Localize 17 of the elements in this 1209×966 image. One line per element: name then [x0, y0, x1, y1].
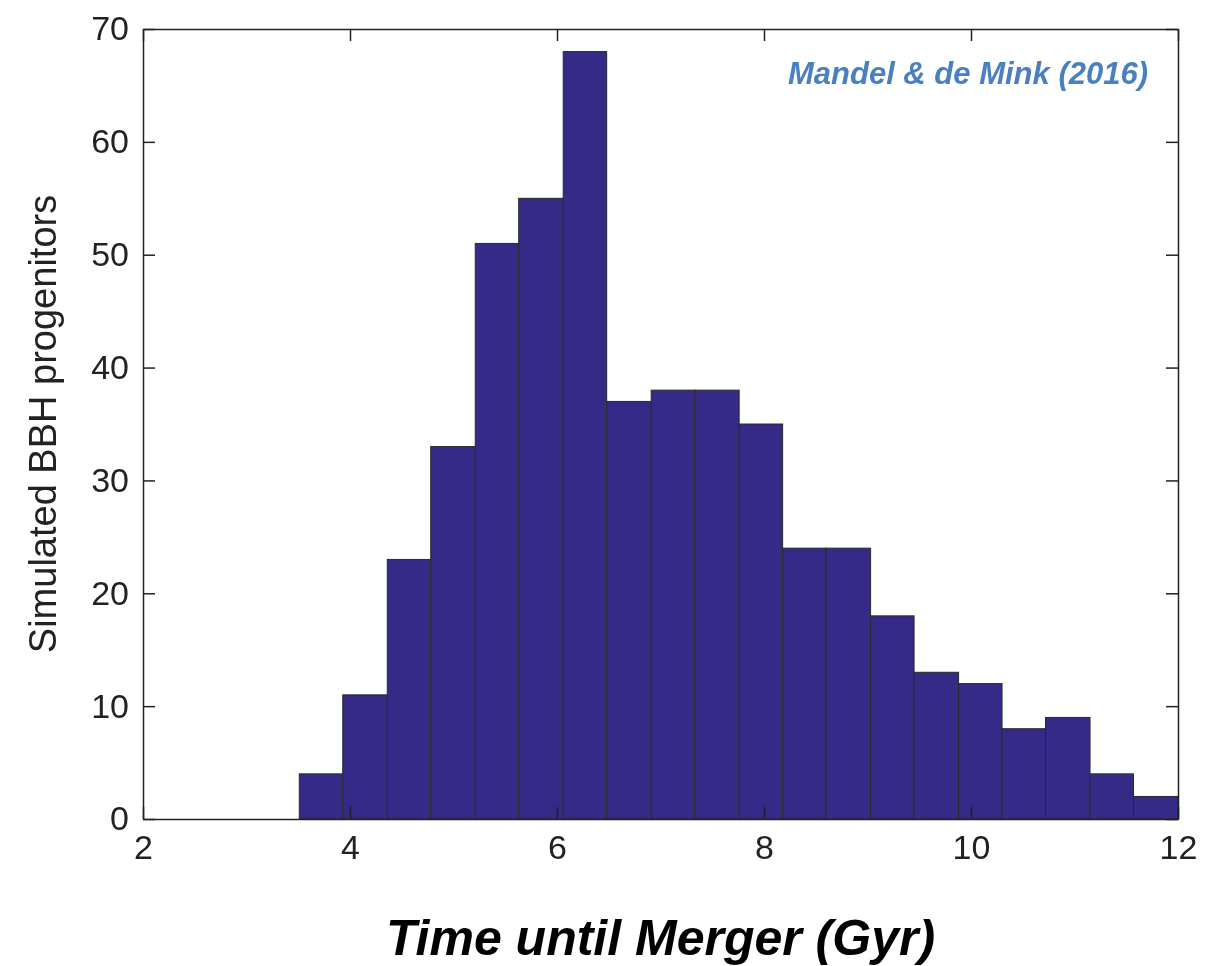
- y-axis-title: Simulated BBH progenitors: [22, 194, 64, 654]
- y-tick-label: 40: [91, 347, 129, 386]
- x-tick-label: 10: [952, 828, 991, 867]
- x-tick-label: 2: [134, 828, 153, 867]
- y-tick-label: 20: [91, 573, 129, 612]
- y-tick-label: 60: [91, 122, 129, 161]
- x-axis-title: Time until Merger (Gyr): [385, 910, 936, 966]
- x-tick-label: 12: [1159, 828, 1198, 867]
- y-tick-label: 0: [110, 799, 129, 838]
- y-tick-label: 30: [91, 460, 129, 499]
- y-tick-label: 10: [91, 686, 129, 725]
- y-tick-label: 50: [91, 235, 129, 274]
- x-tick-label: 4: [341, 828, 360, 867]
- x-tick-label: 8: [755, 828, 774, 867]
- annotation: Mandel & de Mink (2016): [787, 56, 1148, 91]
- x-tick-label: 6: [548, 828, 567, 867]
- y-tick-label: 70: [91, 9, 129, 48]
